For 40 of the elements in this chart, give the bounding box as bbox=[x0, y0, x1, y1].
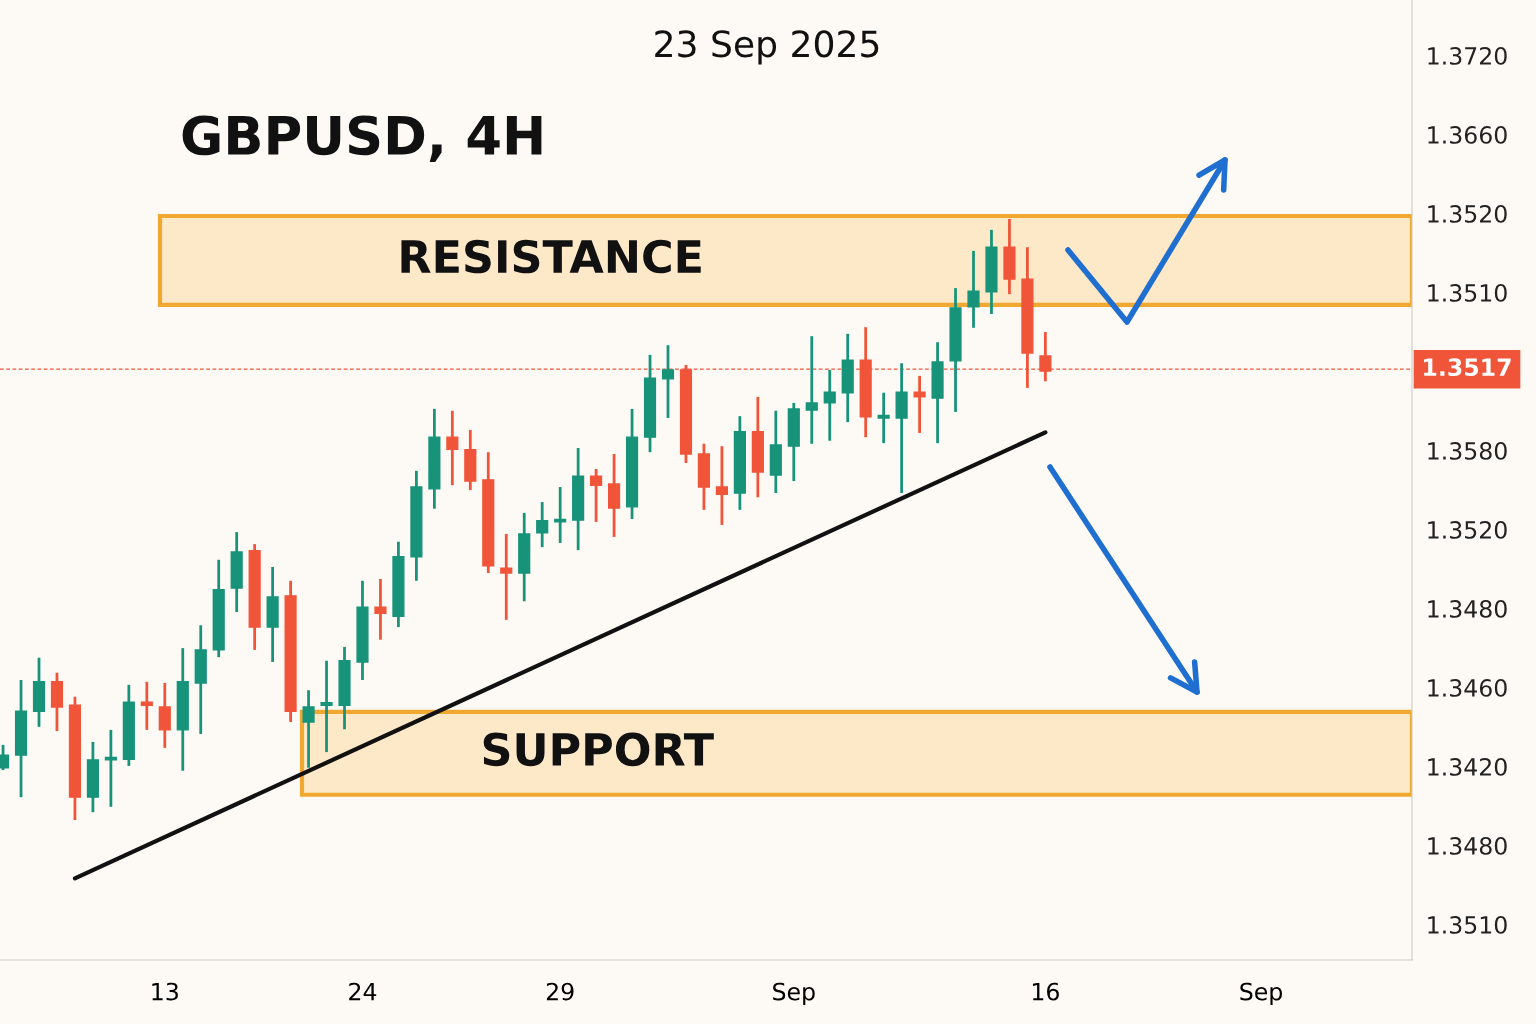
text: 1.3660 bbox=[1428, 125, 1507, 144]
candlestick bbox=[374, 577, 387, 642]
candlestick bbox=[823, 368, 836, 443]
band-label: SUPPORT bbox=[483, 732, 714, 767]
x-tick-label: 13 bbox=[152, 982, 178, 1001]
candlestick bbox=[913, 374, 926, 435]
candlestick bbox=[554, 485, 567, 545]
candlestick bbox=[140, 680, 153, 732]
candlestick bbox=[158, 681, 171, 750]
text: 1.3420 bbox=[1428, 757, 1507, 776]
candlestick bbox=[805, 334, 818, 446]
candlestick bbox=[302, 688, 315, 770]
candlestick bbox=[104, 728, 117, 809]
text: 1.3510 bbox=[1428, 915, 1507, 934]
candlestick bbox=[536, 500, 549, 549]
x-tick-label: Sep bbox=[773, 982, 815, 1006]
candlestick bbox=[967, 249, 980, 330]
text: 1.3480 bbox=[1428, 836, 1507, 855]
x-tick-label: Sep bbox=[1240, 982, 1282, 1006]
text: 1.3517 bbox=[1424, 358, 1511, 377]
x-tick-label: 16 bbox=[1032, 982, 1059, 1001]
text: 1.3580 bbox=[1428, 441, 1507, 460]
text: 1.3720 bbox=[1428, 46, 1507, 65]
chart-subtitle: 23 Sep 2025 bbox=[655, 30, 879, 65]
x-tick-label: 29 bbox=[546, 982, 574, 1001]
chart-title: GBPUSD, 4H bbox=[182, 115, 542, 163]
candlestick bbox=[715, 444, 728, 527]
x-tick-label: 24 bbox=[349, 982, 377, 1001]
text: 1.3480 bbox=[1428, 599, 1507, 618]
band-label: RESISTANCE bbox=[401, 239, 701, 274]
candlestick bbox=[446, 409, 459, 487]
text: 1.3520 bbox=[1428, 204, 1507, 223]
text: 1.3510 bbox=[1428, 283, 1507, 302]
candlestick bbox=[320, 659, 333, 754]
text: 1.3520 bbox=[1428, 520, 1507, 539]
candlestick bbox=[590, 467, 603, 524]
candlestick bbox=[661, 343, 675, 420]
text: 1.3460 bbox=[1428, 678, 1507, 697]
candlestick bbox=[500, 532, 513, 622]
candlestick bbox=[877, 391, 890, 445]
